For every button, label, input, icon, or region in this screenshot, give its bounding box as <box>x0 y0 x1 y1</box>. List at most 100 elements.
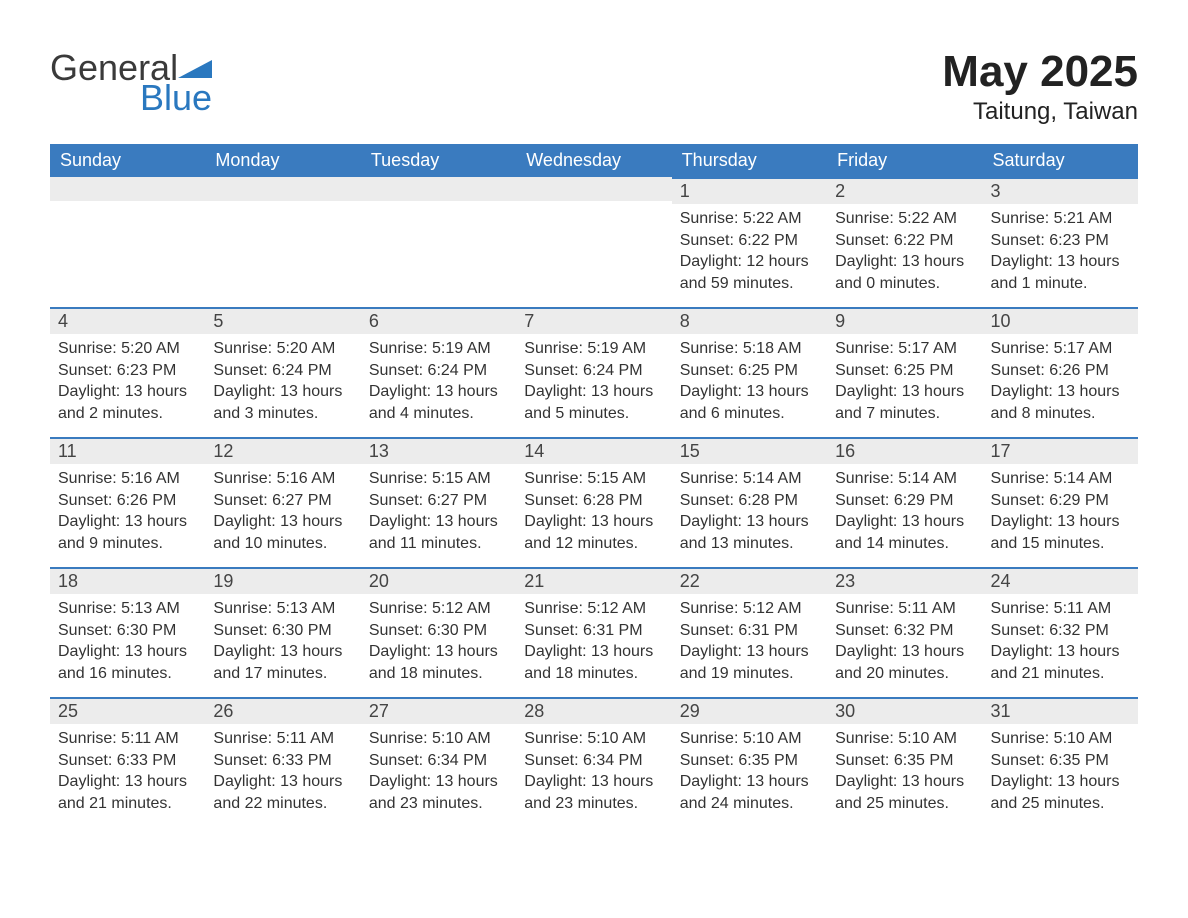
calendar-cell: 13Sunrise: 5:15 AMSunset: 6:27 PMDayligh… <box>361 437 516 567</box>
calendar-cell: 17Sunrise: 5:14 AMSunset: 6:29 PMDayligh… <box>983 437 1138 567</box>
sunset-text: Sunset: 6:32 PM <box>991 620 1130 642</box>
day-of-week-row: SundayMondayTuesdayWednesdayThursdayFrid… <box>50 144 1138 177</box>
calendar-cell: 19Sunrise: 5:13 AMSunset: 6:30 PMDayligh… <box>205 567 360 697</box>
daylight-text: Daylight: 13 hours <box>680 511 819 533</box>
day-number: 17 <box>983 437 1138 464</box>
sunrise-text: Sunrise: 5:13 AM <box>213 598 352 620</box>
day-details: Sunrise: 5:19 AMSunset: 6:24 PMDaylight:… <box>361 334 516 434</box>
sunset-text: Sunset: 6:23 PM <box>58 360 197 382</box>
day-details: Sunrise: 5:14 AMSunset: 6:29 PMDaylight:… <box>827 464 982 564</box>
daylight-text: Daylight: 13 hours <box>835 771 974 793</box>
sunrise-text: Sunrise: 5:11 AM <box>213 728 352 750</box>
sunrise-text: Sunrise: 5:21 AM <box>991 208 1130 230</box>
day-details: Sunrise: 5:15 AMSunset: 6:28 PMDaylight:… <box>516 464 671 564</box>
sunset-text: Sunset: 6:30 PM <box>213 620 352 642</box>
sunrise-text: Sunrise: 5:16 AM <box>213 468 352 490</box>
daylight-text: and 8 minutes. <box>991 403 1130 425</box>
daylight-text: and 18 minutes. <box>524 663 663 685</box>
logo-text-block: General Blue <box>50 50 212 116</box>
day-number: 5 <box>205 307 360 334</box>
sunset-text: Sunset: 6:22 PM <box>835 230 974 252</box>
sunset-text: Sunset: 6:24 PM <box>369 360 508 382</box>
sunset-text: Sunset: 6:35 PM <box>680 750 819 772</box>
calendar-cell: 2Sunrise: 5:22 AMSunset: 6:22 PMDaylight… <box>827 177 982 307</box>
daylight-text: Daylight: 13 hours <box>58 641 197 663</box>
daylight-text: Daylight: 13 hours <box>369 381 508 403</box>
day-of-week-header: Thursday <box>672 144 827 177</box>
sunrise-text: Sunrise: 5:15 AM <box>524 468 663 490</box>
empty-day-header <box>361 177 516 201</box>
daylight-text: Daylight: 13 hours <box>524 511 663 533</box>
daylight-text: Daylight: 13 hours <box>369 641 508 663</box>
calendar-cell: 21Sunrise: 5:12 AMSunset: 6:31 PMDayligh… <box>516 567 671 697</box>
calendar-cell: 20Sunrise: 5:12 AMSunset: 6:30 PMDayligh… <box>361 567 516 697</box>
daylight-text: Daylight: 13 hours <box>524 381 663 403</box>
daylight-text: and 0 minutes. <box>835 273 974 295</box>
daylight-text: and 1 minute. <box>991 273 1130 295</box>
sunrise-text: Sunrise: 5:10 AM <box>835 728 974 750</box>
day-details: Sunrise: 5:20 AMSunset: 6:23 PMDaylight:… <box>50 334 205 434</box>
daylight-text: Daylight: 13 hours <box>680 381 819 403</box>
daylight-text: and 15 minutes. <box>991 533 1130 555</box>
sunset-text: Sunset: 6:33 PM <box>213 750 352 772</box>
day-number: 24 <box>983 567 1138 594</box>
daylight-text: Daylight: 13 hours <box>991 771 1130 793</box>
sunrise-text: Sunrise: 5:20 AM <box>58 338 197 360</box>
day-details: Sunrise: 5:10 AMSunset: 6:35 PMDaylight:… <box>672 724 827 824</box>
day-number: 30 <box>827 697 982 724</box>
daylight-text: and 9 minutes. <box>58 533 197 555</box>
sunset-text: Sunset: 6:28 PM <box>680 490 819 512</box>
day-details: Sunrise: 5:10 AMSunset: 6:35 PMDaylight:… <box>983 724 1138 824</box>
calendar-cell: 28Sunrise: 5:10 AMSunset: 6:34 PMDayligh… <box>516 697 671 827</box>
daylight-text: Daylight: 13 hours <box>213 381 352 403</box>
sunset-text: Sunset: 6:25 PM <box>680 360 819 382</box>
day-number: 23 <box>827 567 982 594</box>
calendar-cell: 18Sunrise: 5:13 AMSunset: 6:30 PMDayligh… <box>50 567 205 697</box>
day-details: Sunrise: 5:14 AMSunset: 6:29 PMDaylight:… <box>983 464 1138 564</box>
sunrise-text: Sunrise: 5:13 AM <box>58 598 197 620</box>
sunset-text: Sunset: 6:23 PM <box>991 230 1130 252</box>
daylight-text: Daylight: 13 hours <box>835 511 974 533</box>
sunrise-text: Sunrise: 5:11 AM <box>991 598 1130 620</box>
calendar-week-row: 1Sunrise: 5:22 AMSunset: 6:22 PMDaylight… <box>50 177 1138 307</box>
day-number: 19 <box>205 567 360 594</box>
day-of-week-header: Tuesday <box>361 144 516 177</box>
calendar-week-row: 11Sunrise: 5:16 AMSunset: 6:26 PMDayligh… <box>50 437 1138 567</box>
day-details: Sunrise: 5:17 AMSunset: 6:25 PMDaylight:… <box>827 334 982 434</box>
calendar-body: 1Sunrise: 5:22 AMSunset: 6:22 PMDaylight… <box>50 177 1138 827</box>
sunrise-text: Sunrise: 5:14 AM <box>680 468 819 490</box>
day-number: 6 <box>361 307 516 334</box>
day-details: Sunrise: 5:18 AMSunset: 6:25 PMDaylight:… <box>672 334 827 434</box>
sunrise-text: Sunrise: 5:22 AM <box>680 208 819 230</box>
calendar-cell <box>205 177 360 307</box>
day-details: Sunrise: 5:10 AMSunset: 6:35 PMDaylight:… <box>827 724 982 824</box>
calendar-cell: 9Sunrise: 5:17 AMSunset: 6:25 PMDaylight… <box>827 307 982 437</box>
daylight-text: and 19 minutes. <box>680 663 819 685</box>
calendar-cell: 5Sunrise: 5:20 AMSunset: 6:24 PMDaylight… <box>205 307 360 437</box>
daylight-text: and 3 minutes. <box>213 403 352 425</box>
daylight-text: and 25 minutes. <box>835 793 974 815</box>
sunrise-text: Sunrise: 5:14 AM <box>835 468 974 490</box>
daylight-text: and 12 minutes. <box>524 533 663 555</box>
daylight-text: and 5 minutes. <box>524 403 663 425</box>
calendar-cell <box>361 177 516 307</box>
location: Taitung, Taiwan <box>942 98 1138 126</box>
daylight-text: Daylight: 13 hours <box>524 641 663 663</box>
sunset-text: Sunset: 6:26 PM <box>58 490 197 512</box>
daylight-text: and 22 minutes. <box>213 793 352 815</box>
sunset-text: Sunset: 6:31 PM <box>680 620 819 642</box>
calendar-cell: 8Sunrise: 5:18 AMSunset: 6:25 PMDaylight… <box>672 307 827 437</box>
sunset-text: Sunset: 6:35 PM <box>835 750 974 772</box>
daylight-text: Daylight: 13 hours <box>835 251 974 273</box>
day-details: Sunrise: 5:14 AMSunset: 6:28 PMDaylight:… <box>672 464 827 564</box>
calendar-cell: 15Sunrise: 5:14 AMSunset: 6:28 PMDayligh… <box>672 437 827 567</box>
daylight-text: Daylight: 13 hours <box>58 771 197 793</box>
sunrise-text: Sunrise: 5:16 AM <box>58 468 197 490</box>
calendar-table: SundayMondayTuesdayWednesdayThursdayFrid… <box>50 144 1138 827</box>
calendar-cell: 25Sunrise: 5:11 AMSunset: 6:33 PMDayligh… <box>50 697 205 827</box>
sunset-text: Sunset: 6:27 PM <box>213 490 352 512</box>
day-number: 12 <box>205 437 360 464</box>
day-of-week-header: Friday <box>827 144 982 177</box>
calendar-cell: 29Sunrise: 5:10 AMSunset: 6:35 PMDayligh… <box>672 697 827 827</box>
day-details: Sunrise: 5:15 AMSunset: 6:27 PMDaylight:… <box>361 464 516 564</box>
